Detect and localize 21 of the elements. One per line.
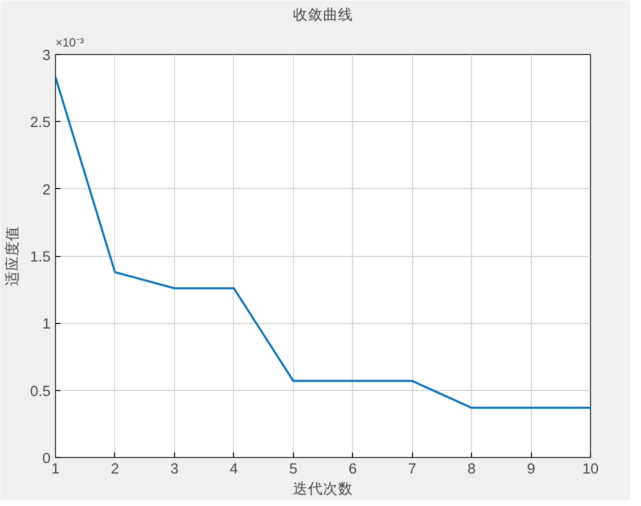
x-tick-label: 4 <box>230 462 238 478</box>
text: ×10⁻³ <box>56 36 84 50</box>
x-tick-label: 8 <box>468 462 476 478</box>
y-tick-label: 1 <box>42 316 51 333</box>
x-tick-label: 2 <box>110 462 120 478</box>
x-tick-label: 5 <box>289 462 298 478</box>
y-tick-label: 1.5 <box>30 250 50 266</box>
y-tick-label: 0 <box>42 451 51 467</box>
line-series <box>56 76 590 409</box>
x-tick-label: 3 <box>170 462 178 478</box>
chart-title: 收敛曲线 <box>293 6 353 24</box>
x-tick-label: 10 <box>582 462 599 478</box>
y-axis-title: 适应度值 <box>4 226 22 286</box>
y-tick-label: 3 <box>42 48 51 64</box>
x-tick-label: 7 <box>408 462 416 478</box>
y-tick-label: 2.5 <box>30 115 50 132</box>
x-tick-label: 9 <box>526 462 536 478</box>
x-axis-title: 迭代次数 <box>293 480 353 498</box>
y-tick-label: 0.5 <box>30 384 50 400</box>
x-tick-label: 6 <box>348 462 357 478</box>
y-tick-label: 2 <box>42 182 51 198</box>
